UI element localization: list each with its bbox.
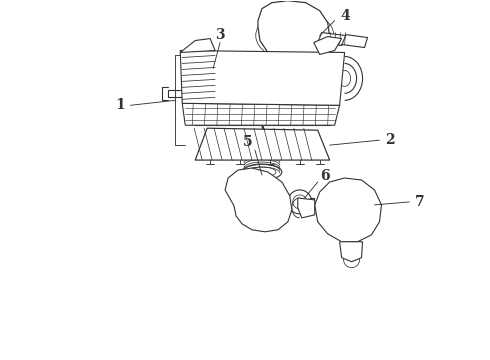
Polygon shape: [314, 37, 342, 54]
Polygon shape: [245, 93, 260, 102]
Text: 4: 4: [341, 9, 350, 23]
Text: 6: 6: [320, 169, 329, 183]
Polygon shape: [298, 198, 315, 218]
Polygon shape: [340, 242, 363, 262]
Text: 3: 3: [215, 28, 225, 41]
Polygon shape: [225, 168, 292, 232]
Polygon shape: [318, 32, 345, 45]
Polygon shape: [315, 178, 382, 242]
Text: 1: 1: [116, 98, 125, 112]
Text: 7: 7: [415, 195, 424, 209]
Polygon shape: [182, 82, 248, 105]
Polygon shape: [195, 128, 330, 160]
Polygon shape: [180, 50, 344, 105]
Text: 2: 2: [385, 133, 394, 147]
Polygon shape: [180, 39, 215, 53]
Text: 5: 5: [243, 135, 253, 149]
Polygon shape: [182, 103, 340, 125]
Polygon shape: [258, 1, 330, 62]
